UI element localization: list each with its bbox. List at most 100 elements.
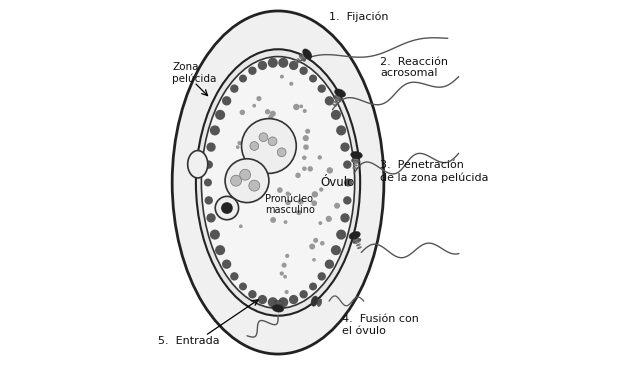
Circle shape bbox=[341, 214, 349, 222]
Ellipse shape bbox=[202, 57, 355, 308]
Circle shape bbox=[211, 126, 220, 135]
Circle shape bbox=[259, 296, 266, 304]
Circle shape bbox=[249, 180, 260, 191]
Ellipse shape bbox=[335, 89, 346, 97]
Ellipse shape bbox=[333, 101, 338, 104]
Ellipse shape bbox=[336, 96, 340, 99]
Circle shape bbox=[279, 298, 287, 307]
Ellipse shape bbox=[295, 60, 298, 64]
Circle shape bbox=[280, 75, 284, 78]
Circle shape bbox=[207, 143, 215, 151]
Ellipse shape bbox=[172, 11, 384, 354]
Circle shape bbox=[318, 156, 321, 159]
Circle shape bbox=[231, 273, 238, 280]
Ellipse shape bbox=[353, 238, 361, 243]
Circle shape bbox=[286, 200, 290, 204]
Circle shape bbox=[221, 202, 233, 214]
Circle shape bbox=[290, 82, 292, 85]
Circle shape bbox=[306, 130, 310, 133]
Circle shape bbox=[216, 246, 225, 254]
Text: 4.  Fusión con
el óvulo: 4. Fusión con el óvulo bbox=[342, 314, 419, 336]
Circle shape bbox=[249, 67, 256, 74]
Ellipse shape bbox=[302, 54, 305, 59]
Circle shape bbox=[332, 111, 340, 119]
Circle shape bbox=[268, 137, 277, 146]
Circle shape bbox=[318, 85, 325, 92]
Circle shape bbox=[240, 283, 246, 290]
Circle shape bbox=[310, 75, 316, 82]
Circle shape bbox=[241, 119, 296, 173]
Circle shape bbox=[284, 221, 287, 223]
Circle shape bbox=[241, 184, 246, 188]
Circle shape bbox=[211, 230, 220, 239]
Circle shape bbox=[297, 211, 301, 214]
Circle shape bbox=[240, 169, 251, 180]
Circle shape bbox=[310, 244, 314, 249]
Circle shape bbox=[300, 67, 307, 74]
Text: Óvulo: Óvulo bbox=[320, 176, 355, 189]
Circle shape bbox=[239, 225, 242, 227]
Ellipse shape bbox=[297, 58, 301, 62]
Ellipse shape bbox=[275, 300, 284, 305]
Circle shape bbox=[284, 276, 286, 278]
Circle shape bbox=[285, 291, 288, 293]
Ellipse shape bbox=[196, 49, 360, 316]
Circle shape bbox=[207, 214, 215, 222]
Circle shape bbox=[223, 260, 230, 268]
Ellipse shape bbox=[188, 150, 208, 178]
Circle shape bbox=[341, 143, 349, 151]
Circle shape bbox=[278, 188, 282, 192]
Ellipse shape bbox=[351, 159, 360, 163]
Ellipse shape bbox=[357, 246, 362, 249]
Ellipse shape bbox=[353, 161, 358, 164]
Circle shape bbox=[259, 61, 266, 69]
Circle shape bbox=[205, 179, 211, 186]
Circle shape bbox=[294, 104, 299, 109]
Circle shape bbox=[337, 230, 346, 239]
Circle shape bbox=[215, 196, 239, 220]
Circle shape bbox=[345, 179, 351, 186]
Circle shape bbox=[245, 180, 248, 183]
Ellipse shape bbox=[317, 299, 322, 307]
Circle shape bbox=[216, 111, 225, 119]
Circle shape bbox=[277, 148, 286, 157]
Circle shape bbox=[337, 126, 346, 135]
Ellipse shape bbox=[300, 56, 303, 61]
Circle shape bbox=[320, 188, 323, 191]
Circle shape bbox=[279, 144, 283, 147]
Circle shape bbox=[290, 296, 298, 304]
Ellipse shape bbox=[353, 164, 358, 166]
Circle shape bbox=[259, 133, 268, 142]
Circle shape bbox=[318, 273, 325, 280]
Circle shape bbox=[312, 192, 317, 197]
Circle shape bbox=[332, 246, 340, 254]
Circle shape bbox=[312, 201, 316, 205]
Ellipse shape bbox=[300, 54, 306, 61]
Circle shape bbox=[223, 97, 230, 105]
Circle shape bbox=[270, 141, 273, 144]
Ellipse shape bbox=[353, 158, 358, 161]
Text: 2.  Reacción
acrosomal: 2. Reacción acrosomal bbox=[380, 57, 448, 78]
Circle shape bbox=[266, 110, 269, 114]
Circle shape bbox=[326, 97, 333, 105]
Ellipse shape bbox=[311, 296, 318, 306]
Circle shape bbox=[319, 222, 321, 224]
Circle shape bbox=[240, 75, 246, 82]
Ellipse shape bbox=[332, 104, 337, 107]
Ellipse shape bbox=[354, 238, 358, 241]
Ellipse shape bbox=[333, 96, 342, 101]
Text: 1.  Fijación: 1. Fijación bbox=[329, 11, 388, 22]
Circle shape bbox=[286, 192, 289, 195]
Circle shape bbox=[321, 242, 324, 245]
Circle shape bbox=[344, 161, 351, 168]
Circle shape bbox=[228, 201, 231, 203]
Circle shape bbox=[279, 58, 287, 67]
Circle shape bbox=[269, 115, 273, 119]
Circle shape bbox=[250, 151, 254, 155]
Ellipse shape bbox=[335, 98, 339, 101]
Circle shape bbox=[280, 272, 283, 275]
Circle shape bbox=[298, 199, 303, 204]
Ellipse shape bbox=[356, 243, 361, 246]
Circle shape bbox=[326, 216, 331, 221]
Circle shape bbox=[238, 142, 241, 145]
